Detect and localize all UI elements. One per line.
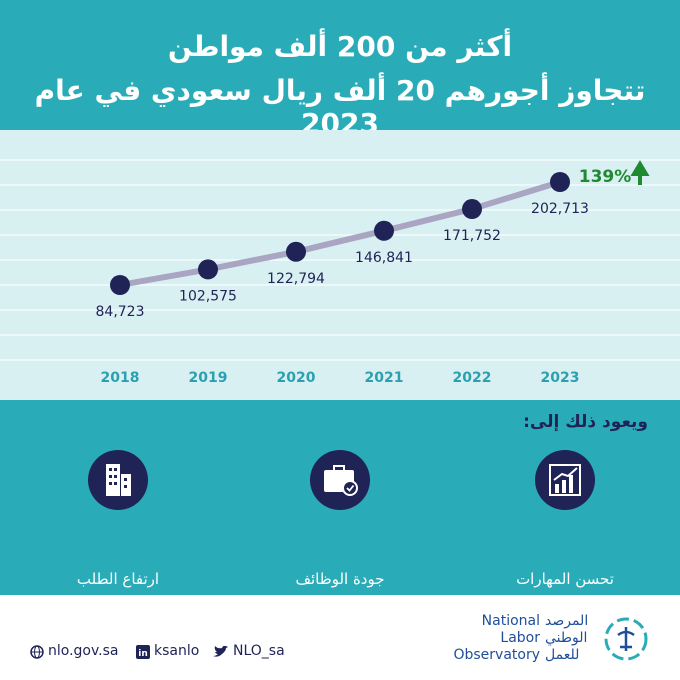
chart: 84,723 2018 102,575 2019 122,794 2020 146,841 2… [0,130,680,400]
value-label: 102,575 [179,288,237,304]
x-tick-label: 2019 [189,370,228,386]
line [117,179,563,288]
marker [462,199,482,220]
logo-text: للعمل [545,647,580,663]
demand-icon [88,450,148,510]
subtitle: تتجاوز أجورهم 20 ألف ريال سعودي في عام 2… [34,74,646,140]
x-tick-label: 2020 [277,370,316,386]
logo-text: المرصد [545,613,589,629]
reason-line: المرتبطة بسوق العمل [496,602,634,620]
marker [110,275,130,295]
linkedin-icon: in [136,645,150,659]
marker [374,220,394,241]
twitter-link[interactable]: NLO_sa [233,643,285,659]
logo-text: Labor [500,630,540,646]
logo-mark [604,617,648,661]
logo-text: National [481,613,540,629]
x-tick-label: 2018 [101,370,140,386]
footer: nlo.gov.sa in ksanlo NLO_sa National Lab… [0,595,680,680]
annotation: 139% [579,167,632,187]
value-label: 171,752 [443,228,501,244]
marker [286,241,306,262]
reason-line: جودة الوظائف [295,570,385,588]
twitter-icon [213,646,228,657]
value-label: 84,723 [96,304,145,320]
x-tick-label: 2023 [541,370,580,386]
reasons-heading: ويعود ذلك إلى: [523,412,648,432]
logo-text: Observatory [453,647,540,663]
x-tick-label: 2021 [365,370,404,386]
value-label: 122,794 [267,271,325,287]
jobs-icon [310,450,370,510]
skills-icon [535,450,595,510]
x-tick-label: 2022 [453,370,492,386]
logo-text: الوطني [545,630,588,646]
reasons-section: ويعود ذلك إلى: تحسن المهارات المرتبطة بس… [0,400,680,620]
svg-text:in: in [138,649,148,659]
reason-line: تحسن المهارات [516,570,614,588]
annotation-arrow [630,160,650,185]
reason-line: وكفاءة بيئة العمل [285,602,395,620]
marker [550,172,570,192]
reason-line: على الوظائف التخصصية [42,602,194,620]
title: أكثر من 200 ألف مواطن [167,30,513,63]
website-link[interactable]: nlo.gov.sa [48,643,119,659]
marker [198,259,218,280]
header: أكثر من 200 ألف مواطن تتجاوز أجورهم 20 أ… [0,0,680,140]
linkedin-link[interactable]: ksanlo [154,643,200,659]
value-label: 202,713 [531,201,589,217]
value-label: 146,841 [355,250,413,266]
reason-line: ارتفاع الطلب [76,570,160,588]
globe-icon [30,645,44,659]
